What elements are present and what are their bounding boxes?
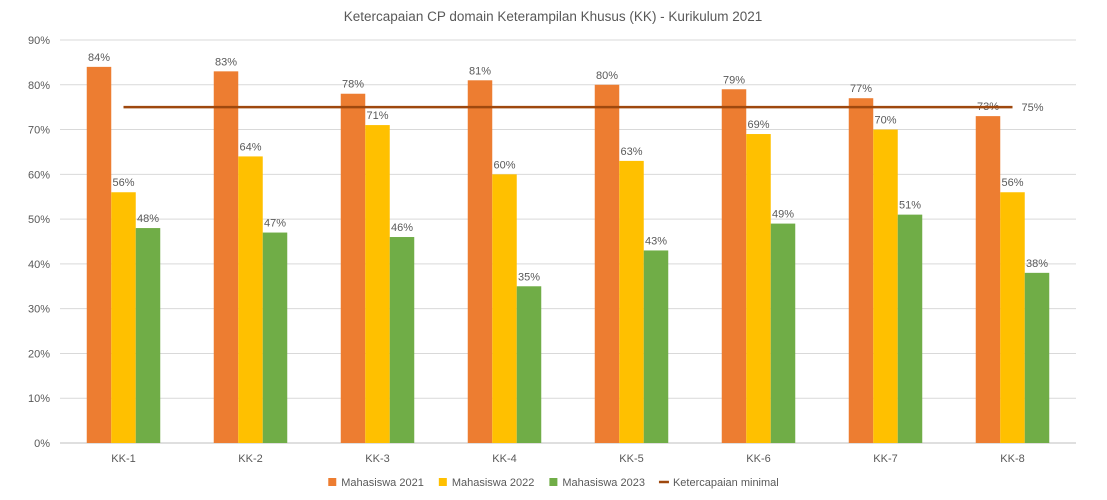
data-label: 64% [239,141,261,153]
bar [111,192,136,443]
bar [86,66,112,443]
legend-item: Mahasiswa 2023 [549,477,645,489]
bars [86,66,1050,444]
y-tick-label: 10% [28,393,50,405]
data-label: 79% [723,74,745,86]
data-label: 43% [645,235,667,247]
y-axis-labels: 0% 10% 20% 30% 40% 50% 60% 70% 80% 90% [28,35,50,450]
bar [848,98,874,443]
legend-swatch [438,478,447,486]
legend: Mahasiswa 2021 Mahasiswa 2022 Mahasiswa 20… [328,477,779,489]
data-label: 48% [137,213,159,225]
legend-item: Ketercapaian minimal [658,477,779,489]
bar [1000,192,1025,443]
bar [897,214,923,443]
bar [643,250,669,443]
data-label: 51% [899,200,921,212]
bar [975,116,1001,443]
bar [365,125,390,444]
y-tick-label: 50% [28,214,50,226]
reference-line: 75% [123,102,1044,114]
legend-swatch [328,478,337,486]
bar [213,71,239,443]
data-label: 47% [264,218,286,230]
bar [619,160,644,443]
data-label: 56% [112,177,134,189]
legend-label: Mahasiswa 2021 [341,477,424,489]
y-tick-label: 60% [28,169,50,181]
data-label: 84% [88,52,110,64]
data-label: 46% [391,222,413,234]
x-axis-labels: KK-1 KK-2 KK-3 KK-4 KK-5 KK-6 KK-7 KK-8 [111,453,1024,465]
data-label: 71% [366,110,388,122]
data-label: 83% [215,56,237,68]
legend-label: Ketercapaian minimal [673,477,779,489]
x-tick-label: KK-6 [746,453,770,465]
data-label: 78% [342,79,364,91]
data-labels: 84% 56% 48% 83% 64% 47% 78% 71% 46% 81% 60% 35% 80% 6… [88,52,1048,283]
bar [135,228,161,443]
gridlines [60,39,1076,444]
bar [873,129,898,444]
y-tick-label: 90% [28,35,50,47]
bar [467,80,493,444]
bar [721,89,747,443]
chart-title: Ketercapaian CP domain Keterampilan Khus… [344,9,762,24]
x-tick-label: KK-8 [1000,453,1024,465]
x-tick-label: KK-4 [492,453,516,465]
y-tick-label: 20% [28,348,50,360]
legend-item: Mahasiswa 2022 [438,477,535,489]
x-tick-label: KK-2 [238,453,262,465]
legend-label: Mahasiswa 2022 [452,477,535,489]
y-tick-label: 80% [28,80,50,92]
bar [746,134,771,444]
y-tick-label: 30% [28,304,50,316]
legend-swatch [549,478,558,486]
data-label: 38% [1026,258,1048,270]
x-tick-label: KK-7 [873,453,897,465]
x-tick-label: KK-3 [365,453,389,465]
bar [389,237,415,443]
bar [1024,272,1050,443]
x-tick-label: KK-1 [111,453,135,465]
y-tick-label: 40% [28,259,50,271]
data-label: 35% [518,271,540,283]
data-label: 81% [469,65,491,77]
x-tick-label: KK-5 [619,453,643,465]
bar [594,84,620,444]
bar [492,174,517,444]
bar [340,93,366,443]
bar [262,232,288,443]
y-tick-label: 70% [28,125,50,137]
data-label: 49% [772,209,794,221]
reference-line-label: 75% [1022,102,1044,114]
data-label: 63% [620,146,642,158]
data-label: 70% [874,115,896,127]
data-label: 80% [596,70,618,82]
data-label: 56% [1001,177,1023,189]
legend-item: Mahasiswa 2021 [328,477,424,489]
bar [770,223,796,443]
legend-label: Mahasiswa 2023 [562,477,645,489]
data-label: 69% [747,119,769,131]
bar [238,156,263,443]
data-label: 77% [850,83,872,95]
bar [516,286,542,443]
y-tick-label: 0% [34,438,50,450]
data-label: 60% [493,159,515,171]
